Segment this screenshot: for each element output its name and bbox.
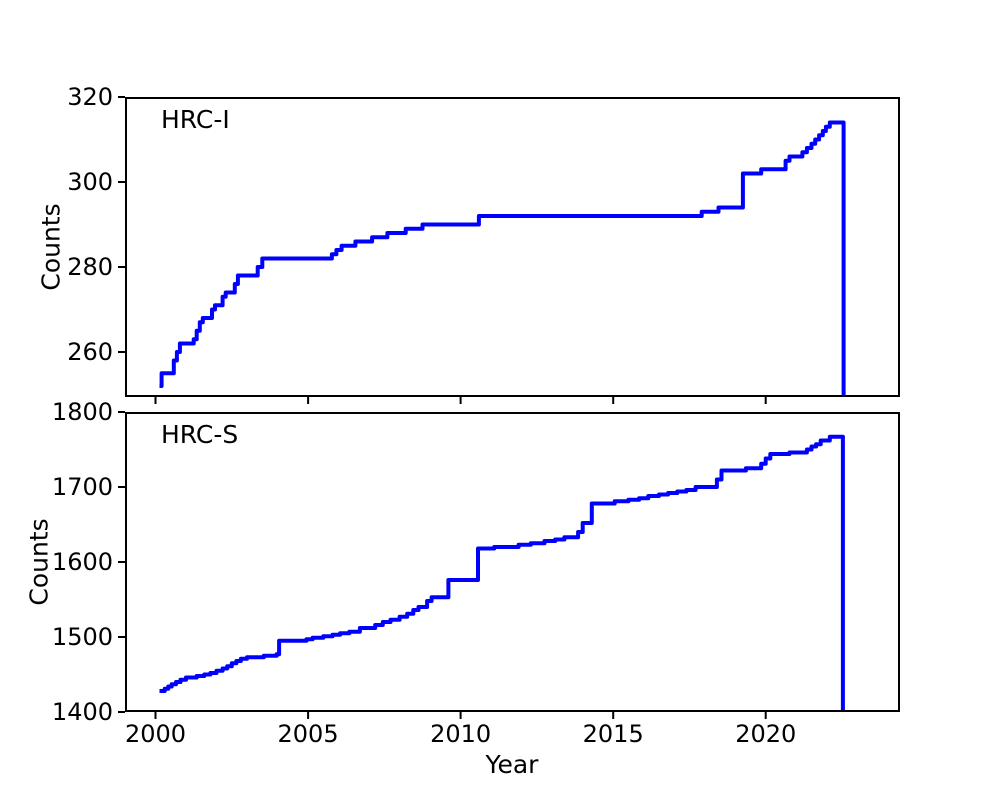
panel-label-hrc-s: HRC-S — [161, 420, 239, 449]
panel-hrc-i: HRC-I — [118, 96, 900, 404]
x-tick-label: 2000 — [124, 720, 187, 748]
plot-area-hrc-s — [118, 411, 900, 719]
y-tick-label: 280 — [67, 252, 113, 281]
y-tick-label: 1700 — [51, 473, 113, 501]
x-tick-label: 2020 — [735, 720, 797, 748]
panel-hrc-s: HRC-S — [118, 411, 900, 719]
panel-label-hrc-i: HRC-I — [161, 105, 230, 134]
y-tick-label: 1400 — [51, 698, 113, 726]
x-tick-label: 2010 — [430, 720, 492, 748]
panel-border — [125, 97, 900, 397]
y-tick-label: 320 — [67, 83, 113, 111]
x-tick-label: 2005 — [277, 720, 339, 748]
panel-border — [125, 412, 900, 712]
x-tick-label: 2015 — [582, 720, 644, 748]
x-axis-label: Year — [485, 750, 539, 779]
y-tick-label: 1500 — [51, 623, 113, 651]
step-line-hrc-i — [159, 120, 846, 397]
plot-area-hrc-i — [118, 96, 900, 404]
y-tick-label: 300 — [67, 167, 113, 196]
step-line-hrc-s — [159, 434, 845, 712]
y-tick-label: 1600 — [51, 548, 113, 576]
y-tick-label: 1800 — [51, 398, 113, 426]
y-tick-label: 260 — [67, 337, 113, 366]
